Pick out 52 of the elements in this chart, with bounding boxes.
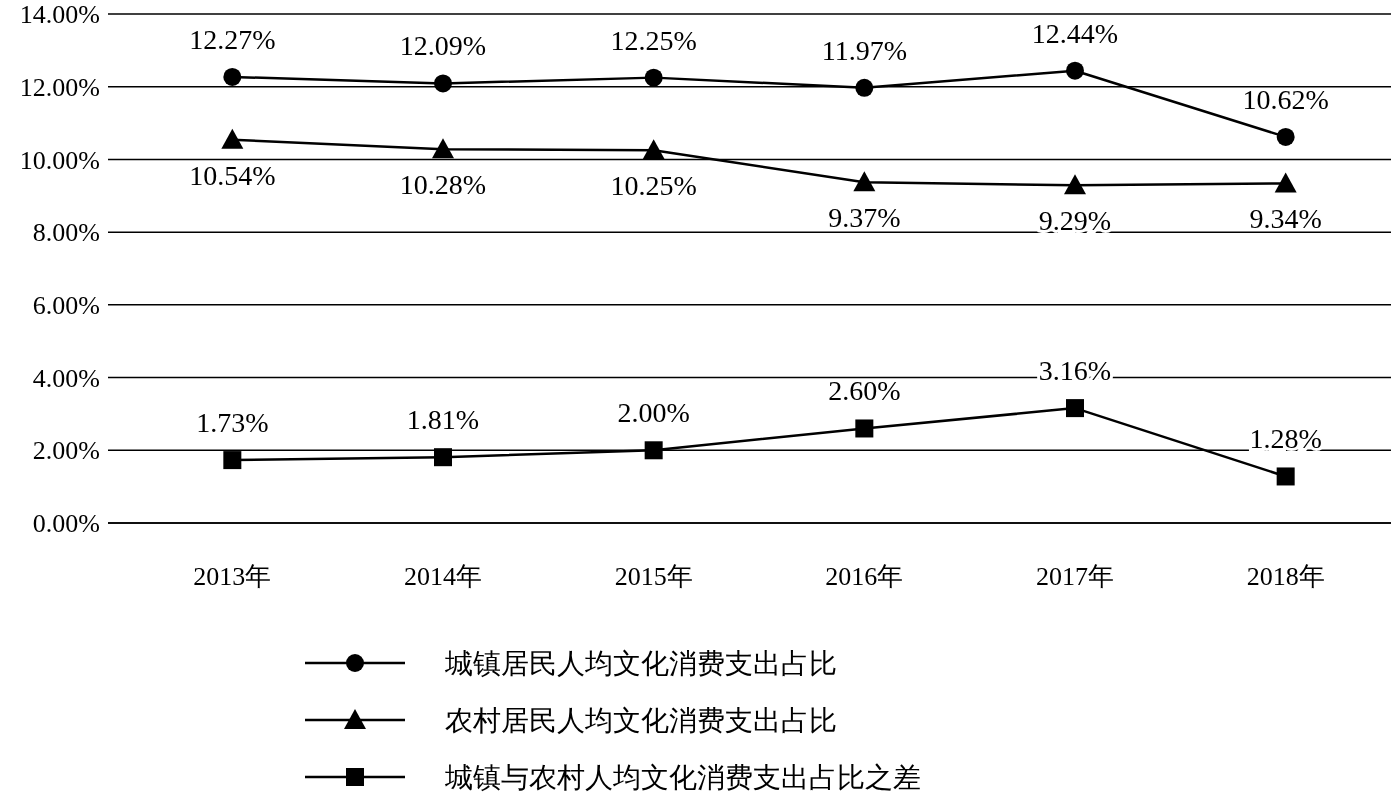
data-label: 10.25% — [610, 170, 697, 202]
x-tick-label: 2018年 — [1246, 562, 1325, 591]
y-tick-label: 14.00% — [19, 0, 100, 30]
y-tick-label: 6.00% — [32, 290, 100, 320]
x-tick-label: 2013年 — [193, 562, 272, 591]
y-tick-label: 0.00% — [32, 509, 100, 539]
x-tick-label: 2015年 — [614, 562, 693, 591]
point — [1276, 467, 1295, 486]
point — [642, 139, 665, 160]
data-label: 1.73% — [196, 407, 269, 439]
point — [1066, 399, 1084, 418]
point — [855, 78, 874, 97]
data-label: 12.09% — [399, 30, 487, 62]
data-label: 2.00% — [617, 397, 690, 429]
data-label: 10.62% — [1242, 83, 1329, 115]
legend-label: 农村居民人均文化消费支出占比 — [445, 704, 837, 736]
point — [223, 67, 242, 86]
point — [644, 441, 663, 460]
y-tick-label: 10.00% — [19, 145, 100, 175]
legend-label: 城镇居民人均文化消费支出占比 — [444, 647, 837, 679]
data-label: 12.44% — [1031, 17, 1119, 49]
data-label: 9.29% — [1038, 205, 1112, 237]
x-tick-label: 2017年 — [1036, 562, 1114, 591]
y-tick-label: 8.00% — [32, 218, 100, 248]
point — [855, 419, 874, 438]
data-label: 10.54% — [189, 159, 276, 191]
point — [432, 138, 454, 159]
data-label: 12.25% — [610, 24, 697, 56]
data-label: 1.81% — [406, 404, 480, 436]
data-label: 10.28% — [399, 169, 487, 201]
y-tick-label: 12.00% — [19, 72, 100, 102]
point — [1276, 127, 1295, 146]
y-tick-label: 2.00% — [32, 436, 100, 466]
point — [221, 128, 244, 149]
data-label: 9.34% — [1249, 203, 1322, 235]
data-label: 9.37% — [828, 202, 901, 234]
x-tick-label: 2014年 — [404, 562, 482, 591]
point — [853, 171, 876, 192]
point — [1274, 172, 1297, 193]
point — [434, 74, 452, 93]
point — [223, 451, 242, 470]
point — [434, 448, 452, 467]
point — [1064, 174, 1086, 195]
y-tick-label: 4.00% — [32, 363, 100, 393]
data-label: 12.27% — [189, 23, 276, 55]
data-label: 1.28% — [1249, 423, 1322, 455]
data-label: 2.60% — [828, 375, 901, 407]
point — [1066, 61, 1084, 80]
legend-label: 城镇与农村人均文化消费支出占比之差 — [444, 761, 921, 793]
data-label: 11.97% — [821, 34, 907, 66]
x-tick-label: 2016年 — [825, 562, 904, 591]
point — [644, 68, 663, 87]
